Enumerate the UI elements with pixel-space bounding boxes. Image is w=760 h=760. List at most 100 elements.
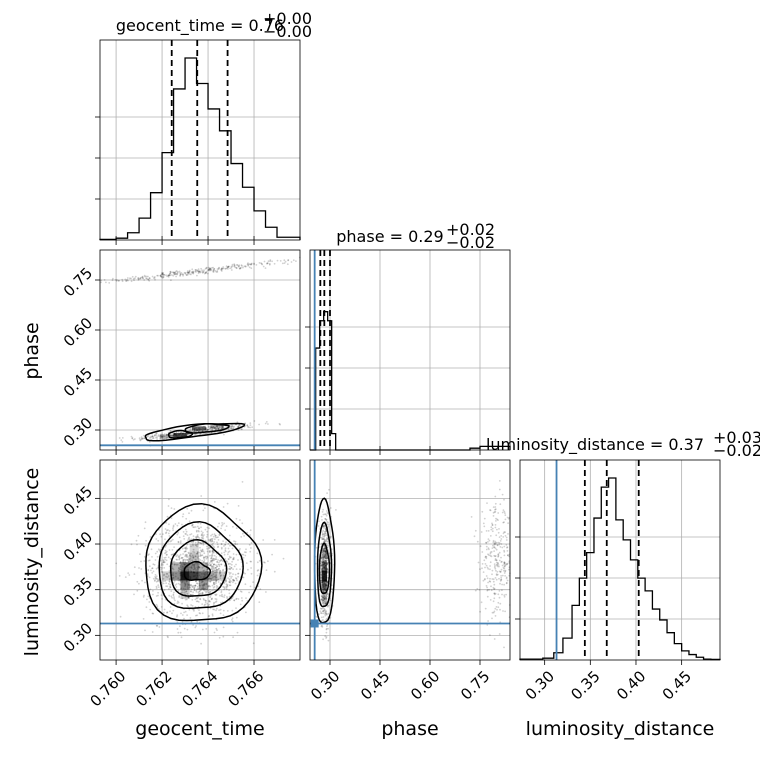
sample-point	[499, 582, 501, 585]
sample-point	[186, 554, 189, 556]
sample-point	[220, 427, 223, 430]
sample-point	[162, 273, 165, 276]
sample-point	[485, 541, 487, 544]
sample-point	[197, 272, 200, 275]
sample-point	[229, 584, 232, 587]
sample-point	[216, 578, 219, 581]
sample-point	[487, 553, 489, 556]
sample-point	[324, 551, 327, 554]
sample-point	[159, 275, 162, 278]
sample-point	[237, 588, 240, 591]
sample-point	[214, 575, 217, 578]
sample-point	[325, 534, 327, 537]
sample-point	[493, 543, 496, 545]
sample-point	[216, 568, 218, 571]
sample-point	[501, 589, 503, 592]
sample-point	[194, 584, 197, 587]
sample-point	[325, 518, 328, 521]
sample-point	[483, 517, 486, 520]
sample-point	[322, 638, 324, 641]
sample-point	[497, 593, 500, 596]
sample-point	[164, 538, 166, 541]
sample-point	[217, 427, 219, 430]
sample-point	[202, 535, 205, 538]
sample-point	[495, 561, 498, 564]
sample-point	[165, 437, 168, 440]
sample-point	[218, 267, 220, 270]
sample-point	[155, 585, 158, 588]
sample-point	[215, 271, 218, 273]
sample-point	[173, 580, 176, 582]
sample-point	[157, 435, 160, 437]
sample-point	[476, 588, 479, 590]
sample-point	[230, 566, 233, 569]
sample-point	[130, 543, 133, 546]
sample-point	[108, 282, 111, 284]
sample-point	[208, 267, 211, 270]
sample-point	[491, 522, 493, 525]
sample-point	[198, 527, 201, 530]
sample-point	[500, 538, 503, 540]
sample-point	[230, 563, 233, 566]
sample-point	[493, 638, 496, 640]
sample-point	[219, 575, 222, 577]
sample-point	[105, 281, 107, 284]
sample-point	[161, 276, 163, 278]
sample-point	[166, 635, 169, 638]
sample-point	[325, 611, 327, 614]
sample-point	[214, 577, 217, 579]
sample-point	[141, 277, 144, 279]
sample-point	[485, 575, 488, 577]
sample-point	[224, 580, 227, 583]
sample-point	[323, 610, 325, 612]
sample-point	[215, 579, 218, 582]
sample-point	[148, 601, 151, 603]
sample-point	[483, 578, 486, 581]
sample-point	[172, 572, 175, 575]
sample-point	[168, 580, 171, 583]
sample-point	[210, 554, 213, 557]
sample-point	[182, 553, 185, 555]
sample-point	[210, 426, 213, 429]
sample-point	[147, 559, 150, 562]
sample-point	[152, 436, 155, 438]
sample-point	[327, 604, 330, 607]
sample-point	[320, 556, 323, 559]
sample-point	[503, 554, 506, 557]
sample-point	[320, 558, 323, 560]
sample-point	[182, 535, 185, 537]
sample-point	[271, 260, 273, 263]
sample-point	[176, 533, 179, 536]
sample-point	[195, 590, 198, 593]
sample-point	[139, 553, 141, 555]
sample-point	[324, 559, 327, 562]
sample-point	[203, 604, 206, 607]
sample-point	[182, 560, 185, 563]
sample-point	[188, 538, 191, 541]
sample-point	[186, 614, 189, 616]
sample-point	[250, 542, 253, 544]
sample-point	[227, 268, 229, 270]
sample-point	[324, 527, 326, 529]
sample-point	[151, 275, 154, 278]
sample-point	[184, 559, 187, 561]
sample-point	[121, 278, 124, 281]
sample-point	[153, 580, 156, 582]
sample-point	[215, 569, 218, 571]
sample-point	[322, 619, 324, 621]
sample-point	[227, 558, 230, 561]
sample-point	[321, 519, 323, 521]
sample-point	[190, 567, 193, 570]
contour-inner	[167, 429, 194, 439]
sample-point	[209, 559, 212, 562]
sample-point	[201, 592, 204, 594]
sample-point	[126, 277, 129, 279]
sample-point	[168, 274, 171, 276]
sample-point	[195, 530, 198, 533]
sample-point	[205, 599, 207, 602]
sample-point	[498, 551, 501, 554]
sample-point	[163, 561, 166, 564]
sample-point	[321, 626, 324, 628]
density-cell	[198, 571, 209, 581]
sample-point	[322, 590, 324, 593]
